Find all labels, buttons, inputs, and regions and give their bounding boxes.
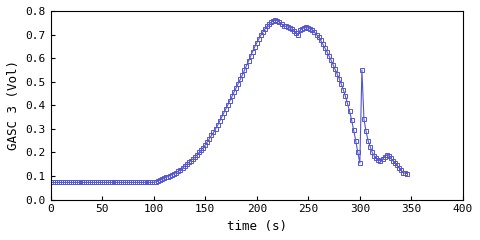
Y-axis label: GASC 3 (Vol): GASC 3 (Vol) [7,60,20,150]
X-axis label: time (s): time (s) [227,220,287,233]
